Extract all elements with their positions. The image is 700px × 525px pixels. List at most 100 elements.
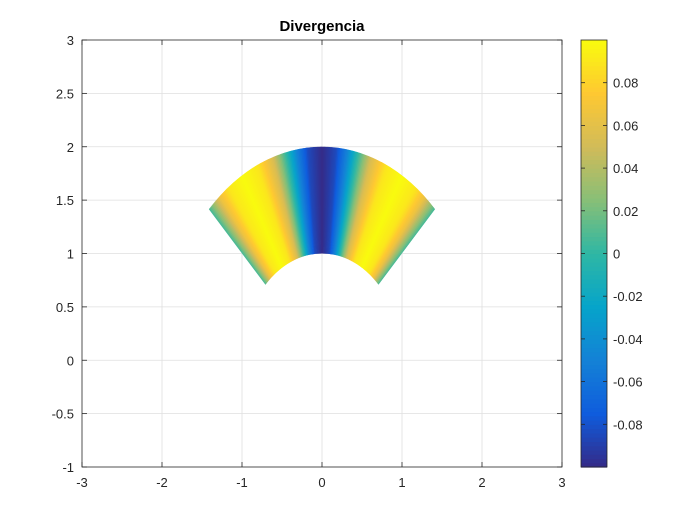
field-wedge [322,146,339,285]
colorbar-band [581,104,607,109]
colorbar-band [581,168,607,173]
x-tick-label: -2 [156,475,168,490]
field-wedge [322,146,364,285]
field-wedge [322,146,399,285]
colorbar-band [581,99,607,105]
colorbar-tick-label: 0.04 [613,161,638,176]
field-wedge [322,174,436,285]
colorbar-band [581,61,607,67]
field-wedge [322,153,424,285]
field-wedge [322,146,376,285]
x-tick-label: -1 [236,475,248,490]
field-wedge [322,146,393,285]
colorbar-band [581,48,607,54]
colorbar-band [581,390,607,396]
field-wedge [322,146,372,285]
colorbar-tick-label: -0.06 [613,375,643,390]
colorbar-band [581,347,607,353]
colorbar-band [581,300,607,306]
colorbar-band [581,334,607,340]
colorbar-band [581,82,607,88]
field-wedge [322,146,332,285]
field-wedge [322,146,337,285]
field-wedge [322,146,409,285]
field-wedge [322,163,435,285]
colorbar-band [581,283,607,289]
field-wedge [322,179,436,285]
field-wedge [322,146,356,285]
field-wedge [208,180,322,285]
colorbar-band [581,69,607,75]
y-axis: -1 -0.5 0 0.5 1 1.5 2 2.5 3 [52,33,562,475]
field-wedge [322,146,407,285]
colorbar-band [581,296,607,302]
field-wedge [322,167,436,285]
colorbar-band [581,270,607,276]
colorbar-tick-label: 0 [613,247,620,262]
colorbar-tick-label: 0.06 [613,118,638,133]
field-wedge [322,166,436,285]
colorbar-band [581,445,607,451]
field-wedge [322,146,396,285]
colorbar-band [581,441,607,447]
field-wedge [322,146,397,285]
y-tick-label: 0 [67,353,74,368]
colorbar-band [581,142,607,148]
colorbar-band [581,121,607,126]
colorbar-band [581,91,607,97]
x-tick-label: 3 [558,475,565,490]
field-wedge [322,146,369,285]
colorbar-band [581,420,607,425]
colorbar-band [581,351,607,357]
colorbar-band [581,449,607,455]
colorbar-band [581,317,607,323]
colorbar-band [581,232,607,238]
y-tick-label: 2 [67,140,74,155]
colorbar-band [581,253,607,259]
colorbar-band [581,279,607,284]
colorbar-band [581,437,607,442]
field-wedge [322,146,354,285]
field-wedge [322,146,402,285]
field-wedge [208,179,322,285]
field-wedge [208,172,322,285]
colorbar-band [581,274,607,280]
field-wedge [213,160,322,285]
field-wedge [322,146,379,285]
colorbar-band [581,133,607,139]
colorbar-band [581,219,607,225]
x-tick-label: 1 [398,475,405,490]
colorbar-band [581,197,607,203]
field-wedge [322,177,436,285]
field-wedge [322,146,342,285]
colorbar-band [581,78,607,84]
field-wedge [322,170,436,285]
field-wedge [322,152,423,285]
field-wedge [322,146,331,285]
field-wedge [322,157,428,285]
field-wedge [322,154,425,285]
field-wedge [322,146,378,285]
field-wedge [322,164,436,285]
field-wedge [322,146,329,285]
colorbar-band [581,57,607,62]
colorbar-band [581,227,607,233]
y-tick-label: 3 [67,33,74,48]
chart-title: Divergencia [279,18,365,35]
colorbar-band [581,180,607,186]
field-wedge [322,147,416,285]
field-wedge [208,182,322,285]
colorbar-band [581,176,607,182]
colorbar-band [581,424,607,430]
colorbar-band [581,377,607,383]
colorbar-band [581,249,607,255]
field-wedge [322,146,410,285]
colorbar-band [581,116,607,122]
colorbar-band [581,394,607,400]
field-wedge [322,172,436,285]
colorbar-tick-label: -0.08 [613,417,643,432]
field-wedge [211,161,322,285]
colorbar-band [581,398,607,404]
field-wedge [322,159,431,285]
colorbar-band [581,411,607,417]
